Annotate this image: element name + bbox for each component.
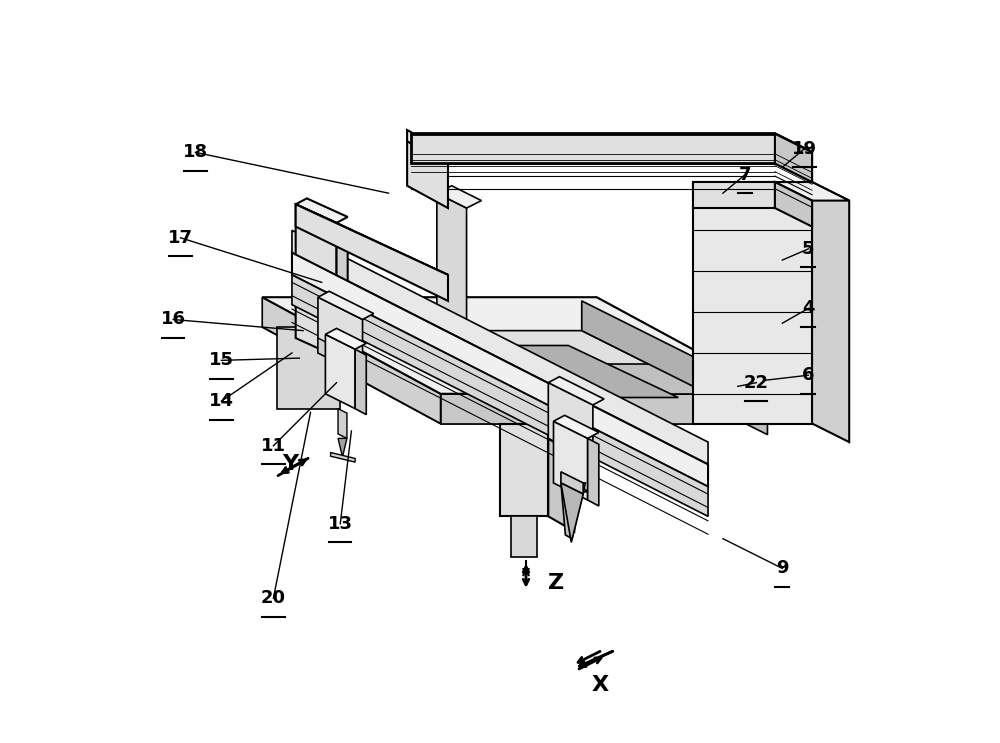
Polygon shape <box>331 452 355 462</box>
Text: 22: 22 <box>744 374 769 392</box>
Polygon shape <box>318 291 374 319</box>
Text: 15: 15 <box>209 351 234 369</box>
Polygon shape <box>325 328 366 349</box>
Text: Z: Z <box>548 574 564 593</box>
Text: 19: 19 <box>792 140 817 158</box>
Polygon shape <box>582 301 708 394</box>
Polygon shape <box>775 134 812 182</box>
Text: 4: 4 <box>802 299 815 317</box>
Polygon shape <box>296 204 337 357</box>
Polygon shape <box>262 297 441 424</box>
Polygon shape <box>403 331 708 394</box>
Polygon shape <box>296 204 448 275</box>
Polygon shape <box>588 438 599 506</box>
Polygon shape <box>407 141 448 208</box>
Polygon shape <box>537 364 708 394</box>
Polygon shape <box>597 297 775 424</box>
Polygon shape <box>693 182 849 201</box>
Polygon shape <box>325 334 355 409</box>
Text: 18: 18 <box>183 143 208 161</box>
Polygon shape <box>337 223 348 363</box>
Polygon shape <box>318 297 363 375</box>
Text: 13: 13 <box>328 515 353 533</box>
Polygon shape <box>338 438 347 457</box>
Polygon shape <box>553 415 599 438</box>
Polygon shape <box>548 424 574 531</box>
Text: 20: 20 <box>261 589 286 607</box>
Polygon shape <box>407 130 448 163</box>
Polygon shape <box>292 275 708 516</box>
Polygon shape <box>708 238 745 424</box>
Polygon shape <box>693 182 775 208</box>
Polygon shape <box>292 253 708 487</box>
Polygon shape <box>277 327 340 409</box>
Text: 17: 17 <box>168 229 193 247</box>
Polygon shape <box>441 394 775 424</box>
Text: 14: 14 <box>209 392 234 410</box>
Polygon shape <box>561 483 588 539</box>
Polygon shape <box>812 182 849 442</box>
Polygon shape <box>411 134 775 163</box>
Text: 5: 5 <box>802 240 815 258</box>
Polygon shape <box>262 327 775 424</box>
Polygon shape <box>775 182 812 227</box>
Polygon shape <box>437 345 678 398</box>
Polygon shape <box>296 204 448 301</box>
Polygon shape <box>338 409 347 438</box>
Polygon shape <box>411 134 775 163</box>
Text: 16: 16 <box>161 311 186 328</box>
Polygon shape <box>411 134 812 152</box>
Polygon shape <box>548 377 604 405</box>
Text: 7: 7 <box>739 166 751 184</box>
Polygon shape <box>437 193 467 357</box>
Polygon shape <box>437 186 481 208</box>
Polygon shape <box>553 421 588 500</box>
Polygon shape <box>708 238 767 249</box>
Text: X: X <box>592 675 609 695</box>
Text: 11: 11 <box>261 437 286 455</box>
Polygon shape <box>745 238 767 435</box>
Text: 9: 9 <box>776 559 789 577</box>
Text: Y: Y <box>282 455 299 474</box>
Polygon shape <box>296 198 348 223</box>
Polygon shape <box>693 182 812 201</box>
Polygon shape <box>561 483 583 542</box>
Polygon shape <box>318 338 363 375</box>
Polygon shape <box>411 134 812 152</box>
Polygon shape <box>548 383 593 461</box>
Polygon shape <box>262 297 775 394</box>
Polygon shape <box>775 134 812 182</box>
Polygon shape <box>403 301 537 394</box>
Polygon shape <box>511 516 537 557</box>
Polygon shape <box>292 230 708 464</box>
Polygon shape <box>693 182 812 424</box>
Polygon shape <box>500 424 548 516</box>
Polygon shape <box>561 472 583 494</box>
Polygon shape <box>355 349 366 415</box>
Text: 6: 6 <box>802 366 815 384</box>
